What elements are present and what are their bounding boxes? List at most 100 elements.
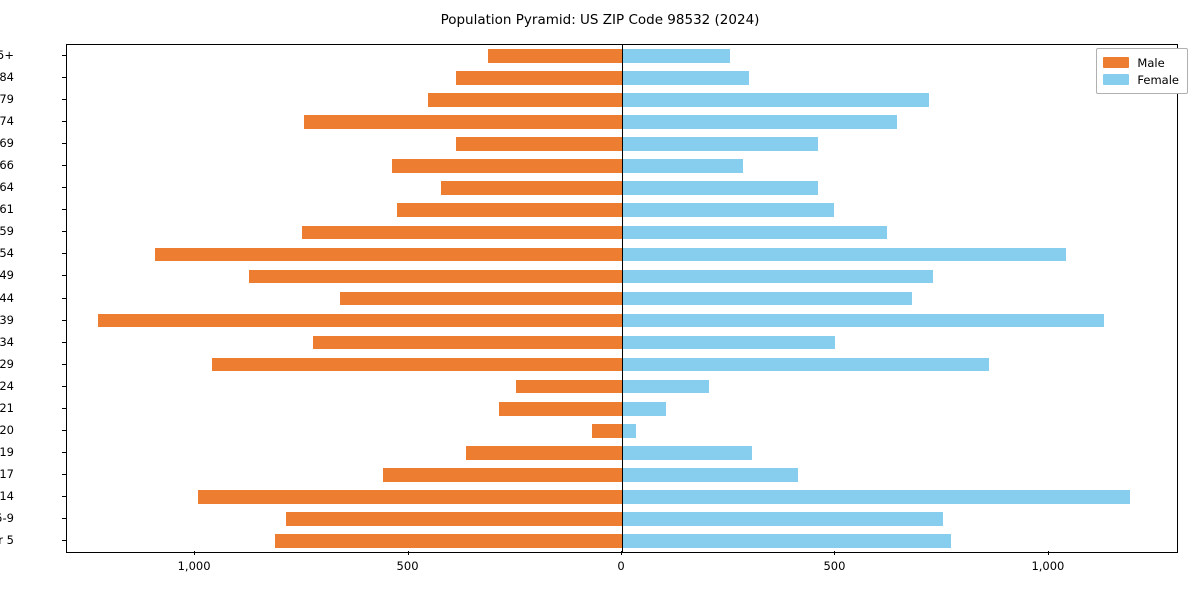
bar-female [622,468,798,482]
y-axis-tick [62,473,66,475]
pyramid-row [67,335,1177,350]
y-axis-tick-label: 30-34 [0,334,14,349]
x-axis-tick-label: 500 [823,559,846,573]
pyramid-row [67,445,1177,460]
bar-male [397,203,622,218]
bar-female [622,379,709,394]
y-axis-tick [62,165,66,167]
y-axis-tick-label: 62-64 [0,180,14,195]
y-axis-tick [62,319,66,321]
pyramid-row [67,401,1177,416]
y-axis-tick [62,429,66,431]
x-axis-tick-label: 1,000 [177,559,211,573]
pyramid-row [67,71,1177,85]
zero-axis-line [621,45,623,552]
y-axis-tick-label: 60-61 [0,202,14,217]
bar-male [487,49,622,63]
bar-female [622,159,743,174]
bar-female [622,401,667,416]
bars-container [67,45,1177,552]
y-axis-tick-label: 55-59 [0,224,14,239]
y-axis-tick-label: 40-44 [0,290,14,305]
bar-male [516,379,622,394]
bar-female [622,335,836,350]
y-axis-tick [62,55,66,57]
bar-male [427,93,622,107]
bar-female [622,490,1131,504]
y-axis-tick-label: 21 [0,400,14,415]
pyramid-row [67,137,1177,152]
y-axis-tick [62,77,66,79]
pyramid-row [67,357,1177,372]
pyramid-row [67,159,1177,174]
pyramid-row [67,115,1177,129]
legend-swatch [1103,74,1130,85]
chart-title: Population Pyramid: US ZIP Code 98532 (2… [440,12,760,28]
bar-male [440,181,622,196]
pyramid-row [67,468,1177,482]
y-axis-tick-label: 5-9 [0,510,14,525]
y-axis-tick [62,209,66,211]
y-axis-tick [62,297,66,299]
y-axis-tick-label: 80-84 [0,70,14,85]
legend-label: Female [1137,72,1179,87]
y-axis-tick-label: 67-69 [0,136,14,151]
y-axis-tick-label: 50-54 [0,246,14,261]
plot-area [66,44,1178,553]
y-axis-tick-label: 35-39 [0,312,14,327]
bar-female [622,247,1066,262]
y-axis-tick [62,407,66,409]
pyramid-row [67,379,1177,394]
bar-female [622,115,897,129]
y-axis-tick-label: 10-14 [0,488,14,503]
bar-female [622,512,944,526]
bar-male [248,269,622,284]
pyramid-row [67,269,1177,284]
pyramid-row [67,512,1177,526]
bar-female [622,534,952,548]
y-axis-tick [62,275,66,277]
y-axis-tick-label: 25-29 [0,356,14,371]
x-axis-tick [1047,551,1049,555]
x-axis-tick-label: 500 [396,559,419,573]
pyramid-row [67,93,1177,107]
x-axis-tick-label: 1,000 [1031,559,1065,573]
x-axis-tick [194,551,196,555]
pyramid-row [67,423,1177,438]
legend-entry[interactable]: Female [1103,71,1179,88]
y-axis-tick [62,121,66,123]
pyramid-row [67,313,1177,328]
y-axis-tick-label: 85+ [0,48,14,63]
pyramid-row [67,181,1177,196]
bar-male [303,115,622,129]
bar-male [340,291,622,306]
x-axis-tick [407,551,409,555]
pyramid-row [67,291,1177,306]
x-axis-tick-label: 0 [617,559,625,573]
y-axis-tick [62,495,66,497]
pyramid-row [67,490,1177,504]
pyramid-row [67,247,1177,262]
bar-female [622,423,637,438]
bar-female [622,93,929,107]
legend-swatch [1103,57,1130,68]
bar-male [286,512,622,526]
bar-female [622,71,750,85]
bar-male [97,313,622,328]
bar-male [301,225,622,240]
bar-male [197,490,622,504]
y-axis-tick [62,99,66,101]
legend-entry[interactable]: Male [1103,54,1179,71]
y-axis-tick [62,517,66,519]
bar-female [622,203,834,218]
pyramid-row [67,203,1177,218]
bar-male [274,534,622,548]
y-axis-tick-label: 20 [0,422,14,437]
chart-legend: Male Female [1096,48,1188,94]
bar-male [155,247,622,262]
y-axis-tick [62,539,66,541]
bar-male [392,159,622,174]
bar-male [465,445,622,460]
y-axis-tick [62,385,66,387]
